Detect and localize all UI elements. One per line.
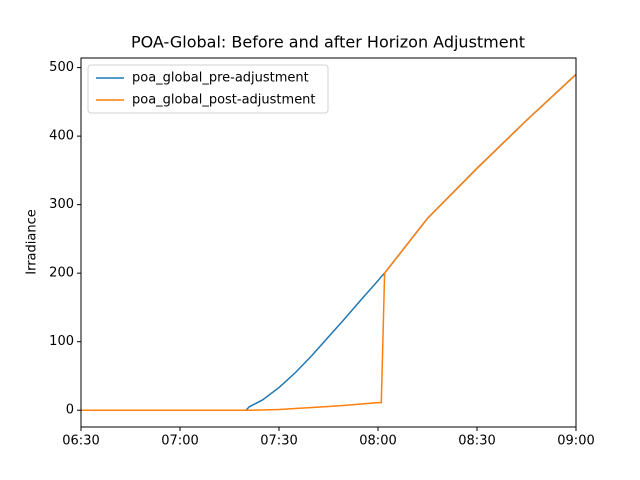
- legend-label: poa_global_pre-adjustment: [132, 71, 309, 86]
- y-tick-label: 100: [49, 334, 74, 349]
- y-tick-label: 0: [66, 403, 74, 418]
- y-tick-label: 200: [49, 266, 74, 281]
- x-tick-label: 08:00: [359, 434, 396, 449]
- x-tick-label: 09:00: [557, 434, 594, 449]
- legend-label: poa_global_post-adjustment: [132, 93, 316, 108]
- y-tick-label: 500: [49, 60, 74, 75]
- axes-frame: [80, 57, 577, 428]
- series-line: [81, 73, 577, 411]
- x-tick-label: 06:30: [62, 434, 99, 449]
- x-tick-label: 07:30: [260, 434, 297, 449]
- y-tick-label: 400: [49, 129, 74, 144]
- legend-box: [87, 64, 329, 114]
- chart-title: POA-Global: Before and after Horizon Adj…: [131, 33, 525, 52]
- y-tick-label: 300: [49, 197, 74, 212]
- x-tick-label: 07:00: [161, 434, 198, 449]
- x-tick-label: 08:30: [458, 434, 495, 449]
- y-axis-label: Irradiance: [25, 209, 40, 274]
